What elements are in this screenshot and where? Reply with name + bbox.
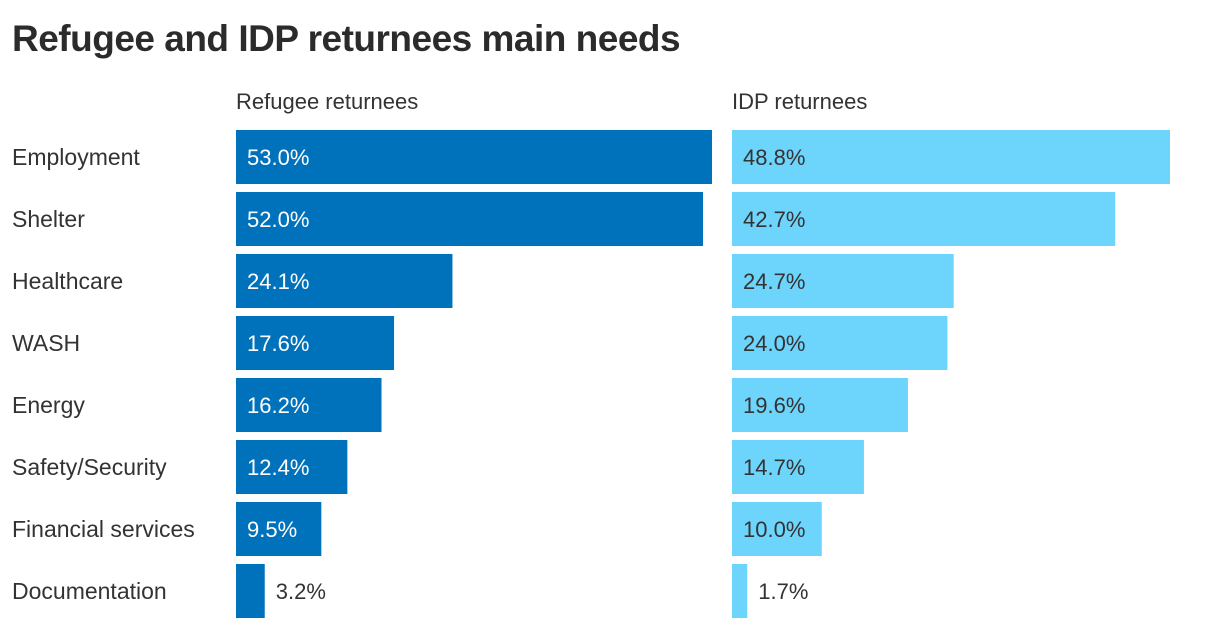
data-label-refugee: 12.4%: [247, 455, 309, 480]
bar-idp: [732, 254, 954, 308]
category-label: Safety/Security: [12, 454, 167, 480]
series-title-idp: IDP returnees: [732, 89, 867, 114]
data-label-refugee: 52.0%: [247, 207, 309, 232]
bar-refugee: [236, 316, 395, 370]
bar-refugee: [236, 564, 265, 618]
bar-refugee: [236, 254, 453, 308]
bar-refugee: [236, 378, 382, 432]
data-label-idp: 10.0%: [743, 517, 805, 542]
bar-refugee: [236, 502, 322, 556]
data-label-idp: 19.6%: [743, 393, 805, 418]
category-label: Shelter: [12, 206, 85, 232]
data-label-refugee: 24.1%: [247, 269, 309, 294]
data-label-refugee: 53.0%: [247, 145, 309, 170]
data-label-idp: 42.7%: [743, 207, 805, 232]
bar-idp: [732, 130, 1170, 184]
bar-idp: [732, 192, 1116, 246]
category-label: Healthcare: [12, 268, 123, 294]
category-label: Documentation: [12, 578, 167, 604]
data-label-idp: 24.0%: [743, 331, 805, 356]
series-title-refugee: Refugee returnees: [236, 89, 418, 114]
data-label-idp: 14.7%: [743, 455, 805, 480]
data-label-refugee: 17.6%: [247, 331, 309, 356]
data-label-refugee: 9.5%: [247, 517, 297, 542]
bar-idp: [732, 502, 822, 556]
category-labels: Employment Shelter Healthcare WASH Energy Saf…: [12, 144, 195, 604]
bar-idp: [732, 316, 948, 370]
bar-idp: [732, 564, 748, 618]
chart-title: Refugee and IDP returnees main needs: [12, 18, 681, 59]
bar-idp: [732, 378, 908, 432]
category-label: Employment: [12, 144, 140, 170]
idp-panel: IDP returnees 48.8% 42.7% 24.7% 24.0% 19.6% 1…: [732, 89, 1170, 618]
data-label-idp: 1.7%: [758, 579, 808, 604]
bar-refugee: [236, 440, 348, 494]
refugee-panel: Refugee returnees 53.0% 52.0% 24.1% 17.6% 16…: [236, 89, 712, 618]
data-label-idp: 24.7%: [743, 269, 805, 294]
category-label: WASH: [12, 330, 80, 356]
data-label-refugee: 3.2%: [276, 579, 326, 604]
bar-refugee: [236, 130, 712, 184]
category-label: Energy: [12, 392, 85, 418]
data-label-refugee: 16.2%: [247, 393, 309, 418]
data-label-idp: 48.8%: [743, 145, 805, 170]
category-label: Financial services: [12, 516, 195, 542]
bar-idp: [732, 440, 864, 494]
bar-refugee: [236, 192, 704, 246]
